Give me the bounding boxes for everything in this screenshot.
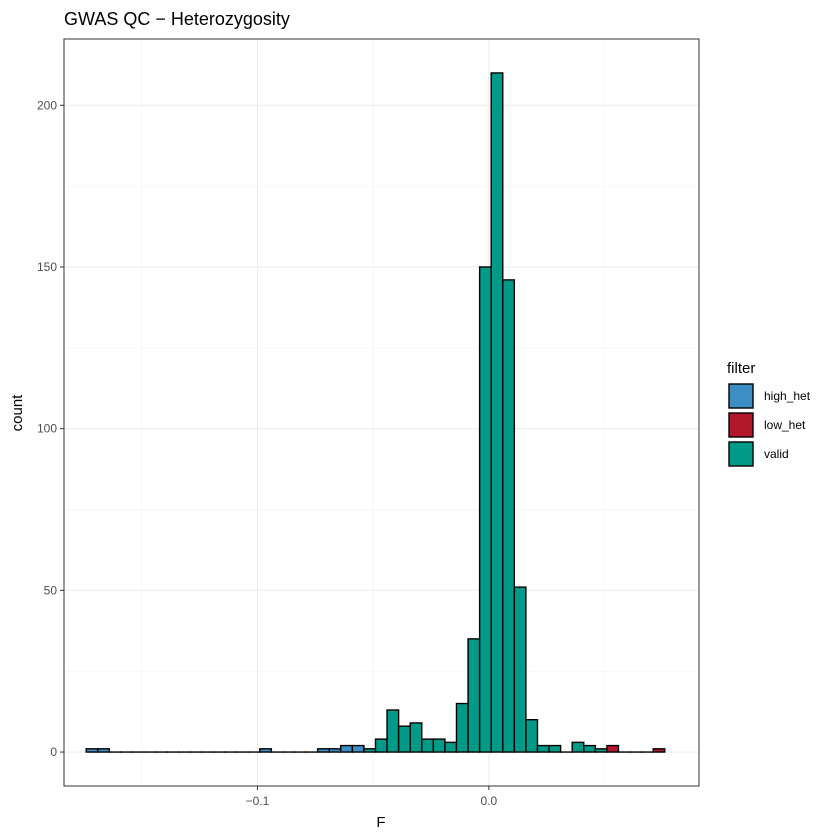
histogram-bar-valid xyxy=(432,738,446,753)
panel-background xyxy=(64,39,699,786)
histogram-bar-valid xyxy=(490,72,504,753)
histogram-bar-high_het xyxy=(259,748,273,753)
panel-border xyxy=(63,38,700,787)
histogram-bar-valid xyxy=(548,744,562,753)
histogram-bar-valid xyxy=(513,586,527,753)
y-tick-label: 0 xyxy=(50,745,57,759)
legend-swatch-valid xyxy=(728,441,754,467)
histogram-bars xyxy=(85,72,666,753)
panel-frame xyxy=(63,38,700,787)
histogram-bar-valid xyxy=(536,744,550,753)
x-tick-label: −0.1 xyxy=(246,794,270,808)
histogram-bar-valid xyxy=(455,702,469,753)
histogram-bar-valid xyxy=(502,279,516,753)
histogram-bar-valid xyxy=(583,744,597,753)
histogram-bar-high_het xyxy=(85,748,99,753)
histogram-bar-valid xyxy=(421,738,435,753)
y-tick-label: 200 xyxy=(37,98,57,112)
histogram-bar-valid xyxy=(478,266,492,753)
histogram-bar-high_het xyxy=(316,748,330,753)
histogram-bar-valid xyxy=(594,748,608,753)
legend-swatch-high_het xyxy=(728,383,754,409)
histogram-bar-valid xyxy=(363,748,377,753)
histogram-bar-valid xyxy=(386,709,400,753)
histogram-bar-low_het xyxy=(652,748,666,753)
histogram-bar-valid xyxy=(467,638,481,753)
histogram-bar-high_het xyxy=(340,744,354,753)
legend-label-valid: valid xyxy=(764,447,789,461)
histogram-bar-valid xyxy=(444,741,458,753)
y-tick-label: 100 xyxy=(37,422,57,436)
x-axis-title: F xyxy=(376,814,385,831)
y-tick-label: 150 xyxy=(37,260,57,274)
legend-swatch-low_het xyxy=(728,412,754,438)
histogram-bar-high_het xyxy=(328,748,342,753)
y-axis-title: count xyxy=(9,394,26,432)
histogram-bar-valid xyxy=(374,738,388,753)
histogram-bar-valid xyxy=(409,722,423,753)
histogram-bar-valid xyxy=(397,725,411,753)
histogram-bar-low_het xyxy=(606,744,620,753)
chart-title: GWAS QC − Heterozygosity xyxy=(64,9,290,29)
histogram-bar-high_het xyxy=(97,748,111,753)
axes: −0.1 0.0 0 50 100 150 200 xyxy=(37,98,498,808)
histogram-bar-valid xyxy=(571,741,585,753)
plot-panel xyxy=(64,39,699,786)
x-tick-label: 0.0 xyxy=(481,794,498,808)
legend-label-low_het: low_het xyxy=(764,418,806,432)
histogram-bar-valid xyxy=(525,719,539,753)
y-tick-label: 50 xyxy=(44,583,58,597)
legend-label-high_het: high_het xyxy=(764,389,811,403)
legend-title: filter xyxy=(727,360,755,377)
histogram-bar-high_het xyxy=(351,744,365,753)
